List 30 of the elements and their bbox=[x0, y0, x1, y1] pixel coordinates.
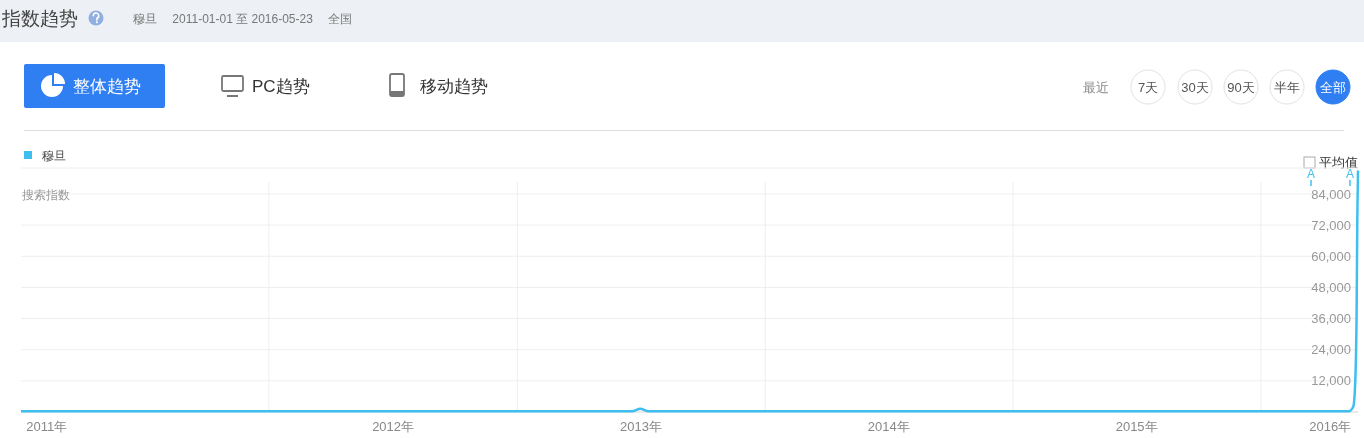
x-tick-label: 2014年 bbox=[867, 419, 910, 434]
y-tick-label: 36,000 bbox=[1311, 311, 1351, 327]
text: 90天 bbox=[1227, 80, 1255, 95]
x-tick-label: 2016年 bbox=[1309, 419, 1352, 434]
text: 移动趋势 bbox=[420, 77, 488, 96]
text: 整体趋势 bbox=[73, 77, 141, 96]
legend-label: 穆旦 bbox=[42, 149, 66, 163]
text: PC趋势 bbox=[252, 77, 310, 96]
text: 7天 bbox=[1137, 80, 1159, 95]
x-tick-label: 2011年 bbox=[26, 419, 68, 434]
y-tick-label: 60,000 bbox=[1311, 248, 1351, 264]
annotation: A bbox=[1345, 167, 1355, 181]
x-tick-label: 2012年 bbox=[372, 419, 415, 434]
text: 30天 bbox=[1181, 80, 1209, 95]
annotation: 平均值 bbox=[1319, 155, 1358, 170]
y-axis-title: 搜索指数 bbox=[22, 188, 70, 202]
text: 半年 bbox=[1274, 80, 1300, 95]
text: 最近 bbox=[1083, 80, 1109, 95]
y-tick-label: 84,000 bbox=[1311, 186, 1351, 202]
y-tick-label: 12,000 bbox=[1311, 373, 1351, 389]
x-tick-label: 2013年 bbox=[619, 419, 662, 434]
annotation: A bbox=[1306, 167, 1316, 181]
y-tick-label: 24,000 bbox=[1311, 342, 1351, 358]
y-tick-label: 72,000 bbox=[1311, 217, 1351, 233]
text: 全部 bbox=[1320, 80, 1346, 95]
chart-subtitle: 穆旦 2011-01-01 至 2016-05-23 全国 bbox=[133, 12, 353, 26]
y-tick-label: 48,000 bbox=[1311, 279, 1351, 295]
chart-title: 指数趋势 bbox=[1, 8, 78, 29]
line-series bbox=[19, 169, 1360, 413]
x-tick-label: 2015年 bbox=[1115, 419, 1158, 434]
